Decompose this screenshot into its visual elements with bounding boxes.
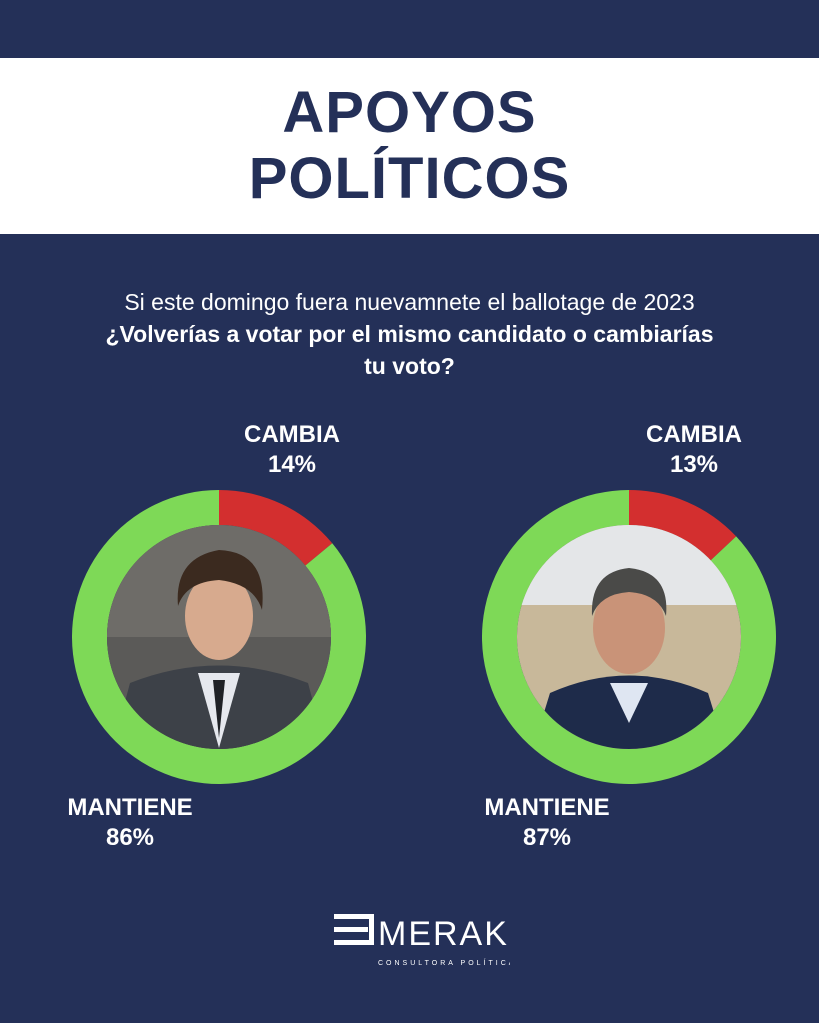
candidate-photo-2 bbox=[517, 525, 741, 749]
meraki-logo: MERAKI CONSULTORA POLÍTICA bbox=[334, 914, 510, 967]
page-title-line-1: APOYOS bbox=[282, 80, 537, 145]
chart1-cambia-label: CAMBIA 14% bbox=[192, 420, 392, 480]
chart2-mantiene-label: MANTIENE 87% bbox=[447, 793, 647, 853]
candidate-photo-1 bbox=[107, 525, 331, 749]
survey-question: Si este domingo fuera nuevamnete el ball… bbox=[100, 286, 719, 382]
question-bold-text: ¿Volverías a votar por el mismo candidat… bbox=[105, 321, 714, 379]
chart1-cambia-value: 14% bbox=[267, 451, 317, 478]
donut-chart-2 bbox=[481, 490, 776, 784]
chart1-mantiene-category: MANTIENE bbox=[67, 794, 193, 821]
chart1-mantiene-value: 86% bbox=[105, 824, 155, 851]
chart2-cambia-label: CAMBIA 13% bbox=[594, 420, 794, 480]
donut-1-slices bbox=[72, 490, 366, 784]
page-title-line-2: POLÍTICOS bbox=[248, 146, 571, 211]
logo-subtitle: CONSULTORA POLÍTICA bbox=[378, 958, 510, 967]
question-plain-text: Si este domingo fuera nuevamnete el ball… bbox=[124, 289, 695, 315]
donut-chart-1 bbox=[72, 490, 366, 784]
chart1-mantiene-label: MANTIENE 86% bbox=[30, 793, 230, 853]
chart2-mantiene-value: 87% bbox=[522, 824, 572, 851]
chart2-cambia-category: CAMBIA bbox=[646, 421, 742, 448]
donut-2-slice-cambia bbox=[629, 490, 737, 561]
chart1-cambia-category: CAMBIA bbox=[244, 421, 340, 448]
title-band: APOYOS POLÍTICOS bbox=[0, 58, 819, 234]
chart2-mantiene-category: MANTIENE bbox=[484, 794, 610, 821]
logo-mark-icon bbox=[334, 914, 374, 945]
logo-wordmark: MERAKI bbox=[378, 915, 510, 953]
donut-2-slices bbox=[481, 490, 776, 784]
chart2-cambia-value: 13% bbox=[669, 451, 719, 478]
donut-1-slice-cambia bbox=[219, 490, 333, 566]
